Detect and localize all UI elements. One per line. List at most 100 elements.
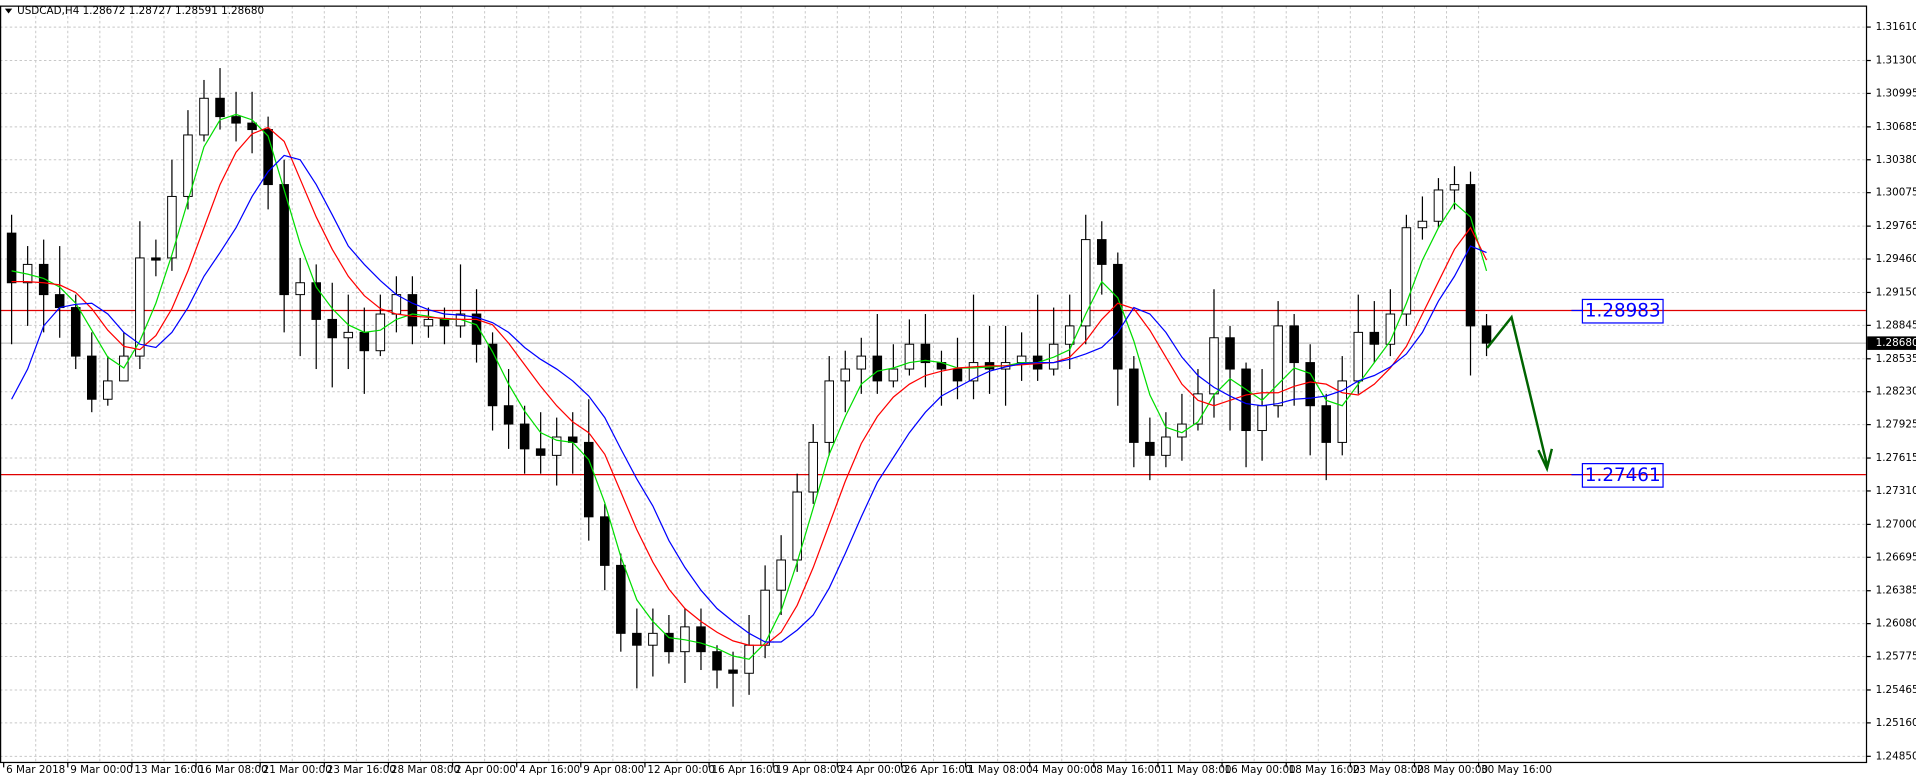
x-tick-label: 4 May 00:00 (1032, 764, 1097, 776)
x-tick-label: 18 May 16:00 (1289, 764, 1360, 776)
x-tick-label: 11 May 08:00 (1160, 764, 1231, 776)
y-tick-label: 1.25775 (1876, 651, 1916, 663)
candle-body (423, 318, 434, 327)
levels: 1.28983 1.27461 (0, 298, 1866, 488)
x-tick-label: 2 Apr 00:00 (455, 764, 516, 776)
x-tick-label: 23 May 08:00 (1353, 764, 1424, 776)
plot-frame (0, 5, 1868, 764)
candle-body (231, 116, 241, 124)
candle-body (1113, 263, 1123, 370)
candle-body (1209, 337, 1219, 395)
candles (6, 68, 1492, 707)
candle-body (1321, 405, 1331, 443)
candle-body (1016, 355, 1027, 364)
candle-body (1385, 313, 1396, 345)
candle-body (583, 441, 594, 518)
candle-body (103, 380, 113, 400)
candle-body (696, 626, 706, 653)
candle-body (840, 368, 851, 382)
y-tick-label: 1.25160 (1876, 717, 1916, 729)
menu-triangle (4, 8, 13, 14)
candle-body (215, 97, 225, 118)
y-tick-label: 1.26080 (1876, 618, 1916, 630)
candle-body (1161, 436, 1171, 456)
candle-body (151, 257, 161, 261)
candle-body (535, 448, 546, 456)
candle-body (904, 343, 915, 370)
candle-body (712, 651, 722, 671)
x-tick-label: 26 Apr 16:00 (904, 764, 972, 776)
candle-body (1481, 325, 1492, 344)
moving-average (11, 126, 1488, 646)
chart-title: USDCAD,H4 1.28672 1.28727 1.28591 1.2868… (17, 5, 264, 17)
x-tick-label: 30 May 16:00 (1481, 764, 1552, 776)
candle-body (1401, 227, 1412, 315)
candle-body (1097, 239, 1107, 265)
y-tick-label: 1.30995 (1876, 87, 1916, 99)
candle-body (359, 331, 370, 352)
x-tick-label: 8 May 16:00 (1096, 764, 1161, 776)
moving-average (11, 154, 1487, 643)
candle-body (6, 232, 17, 284)
candle-body (808, 441, 818, 493)
candle-body (247, 122, 257, 131)
candle-body (87, 355, 97, 400)
y-tick-label: 1.28535 (1876, 353, 1916, 365)
candle-body (1289, 325, 1299, 364)
candle-body (824, 380, 834, 443)
y-tick-label: 1.30380 (1876, 154, 1916, 166)
y-tick-label: 1.24850 (1876, 750, 1916, 762)
y-tick-label: 1.25465 (1876, 684, 1916, 696)
candle-body (1417, 220, 1428, 229)
candle-body (38, 263, 49, 296)
candle-body (1369, 331, 1380, 345)
y-tick-label: 1.29460 (1876, 253, 1916, 265)
level-label: 1.28983 (1585, 301, 1661, 322)
y-tick-label: 1.28230 (1876, 386, 1916, 398)
y-tick-label: 1.27925 (1876, 419, 1916, 431)
candle-body (664, 632, 674, 653)
candle-body (167, 195, 177, 259)
y-tick-label: 1.26695 (1876, 551, 1916, 563)
y-tick-label: 1.27000 (1876, 518, 1916, 530)
level-label: 1.27461 (1585, 465, 1661, 486)
candle-body (391, 294, 402, 315)
y-tick-label: 1.29765 (1876, 220, 1916, 232)
y-tick-label: 1.30685 (1876, 121, 1916, 133)
x-tick-label: 16 May 00:00 (1225, 764, 1296, 776)
x-tick-label: 23 Mar 16:00 (327, 764, 396, 776)
moving-average (11, 113, 1488, 660)
x-tick-label: 24 Apr 00:00 (840, 764, 908, 776)
moving-averages (11, 113, 1488, 660)
level-box (1581, 298, 1664, 324)
candle-body (183, 134, 193, 197)
x-tick-label: 1 May 08:00 (968, 764, 1033, 776)
y-tick-label: 1.29150 (1876, 286, 1916, 298)
candle-body (1225, 337, 1235, 370)
y-tick-label: 1.31610 (1876, 21, 1916, 33)
x-tick-label: 21 Mar 00:00 (263, 764, 332, 776)
candle-body (407, 294, 418, 327)
candle-body (199, 97, 209, 136)
candle-body (648, 632, 658, 646)
x-tick-label: 28 May 00:00 (1417, 764, 1488, 776)
candle-body (263, 129, 273, 186)
candle-body (856, 355, 867, 370)
candle-body (1337, 380, 1348, 443)
x-tick-label: 9 Apr 08:00 (583, 764, 644, 776)
candle-body (600, 516, 610, 566)
x-tick-label: 9 Mar 00:00 (70, 764, 133, 776)
candle-body (375, 313, 386, 352)
x-tick-label: 6 Mar 2018 (6, 764, 65, 776)
candle-body (135, 257, 145, 357)
y-tick-label: 1.26385 (1876, 585, 1916, 597)
candle-body (1449, 184, 1460, 191)
candle-body (1305, 362, 1315, 407)
candle-body (295, 282, 305, 296)
candle-body (952, 368, 963, 382)
candle-body (311, 282, 321, 320)
x-tick-label: 4 Apr 16:00 (519, 764, 580, 776)
